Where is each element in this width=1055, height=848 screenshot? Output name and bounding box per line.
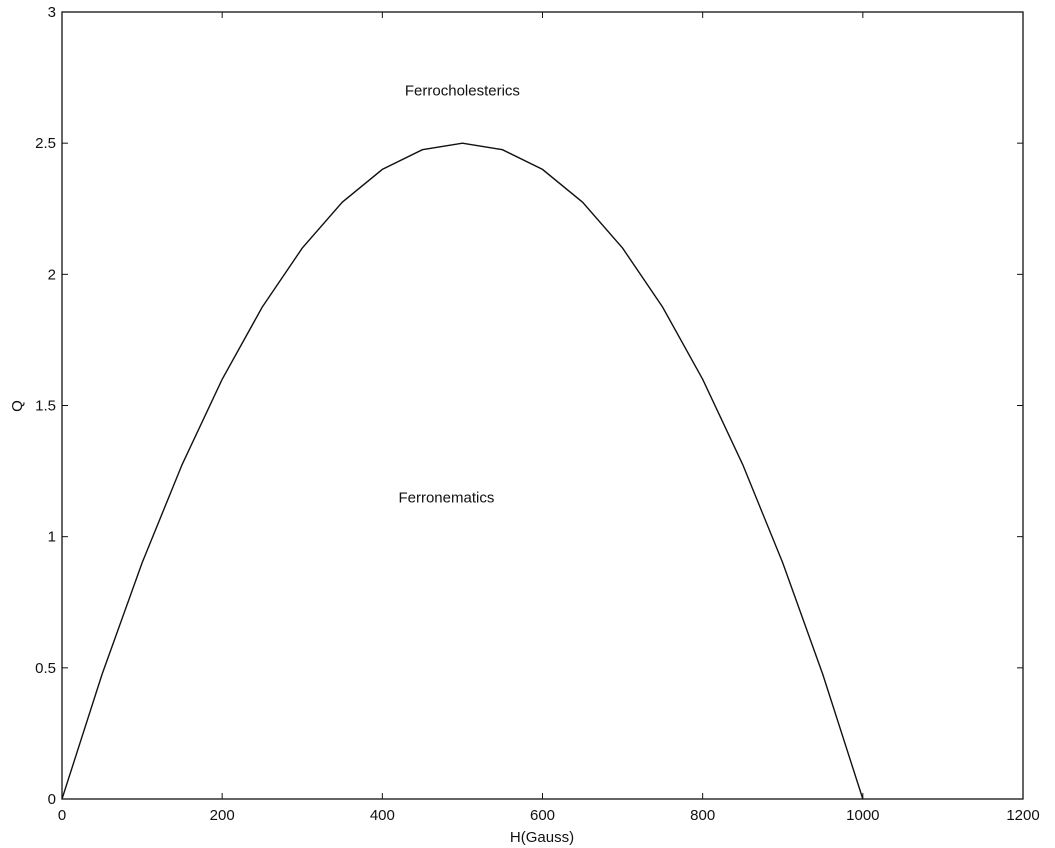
boundary-curve — [61, 142, 864, 800]
y-tick-label: 1.5 — [35, 398, 56, 415]
x-tick-label: 1000 — [846, 807, 879, 824]
y-tick-label: 2.5 — [35, 135, 56, 152]
y-axis-label: Q — [9, 400, 26, 412]
x-tick-label: 800 — [690, 807, 715, 824]
x-axis-label: H(Gauss) — [510, 829, 574, 846]
x-tick-label: 200 — [210, 807, 235, 824]
x-tick-label: 400 — [370, 807, 395, 824]
y-tick-label: 3 — [48, 4, 56, 21]
y-tick-label: 0.5 — [35, 660, 56, 677]
axis-ticks — [61, 11, 1024, 800]
y-tick-label: 2 — [48, 266, 56, 283]
y-tick-label: 0 — [48, 791, 56, 808]
x-tick-label: 1200 — [1006, 807, 1039, 824]
plot-frame — [61, 11, 1024, 800]
region-label: Ferronematics — [398, 489, 494, 506]
region-annotations: Ferrocholesterics Ferronematics — [398, 83, 519, 507]
x-tick-label: 0 — [58, 807, 66, 824]
y-tick-label: 1 — [48, 529, 56, 546]
x-tick-label: 600 — [530, 807, 555, 824]
axis-tick-labels: 0 200 400 600 800 1000 1200 0 0.5 1 1.5 2 2.5 3 — [35, 4, 1040, 824]
region-label: Ferrocholesterics — [405, 83, 520, 100]
